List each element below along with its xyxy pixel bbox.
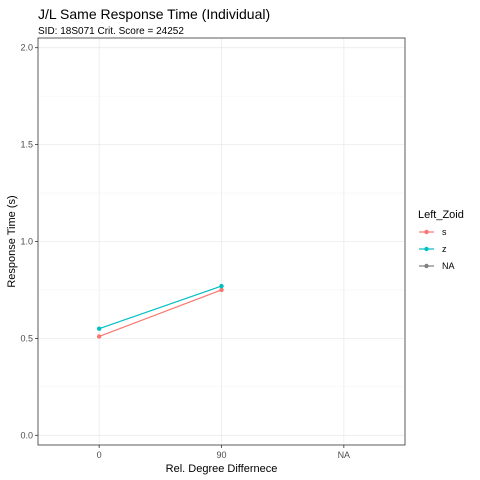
y-axis-title: Response Time (s) [6, 195, 18, 287]
legend-label-z: z [442, 244, 447, 254]
legend: Left_Zoid sz NA [418, 209, 464, 275]
data-point-z [219, 283, 224, 289]
data-point-z [96, 326, 102, 331]
x-axis-title: Rel. Degree Differnece [166, 463, 278, 475]
y-tick-label: 0.5 [20, 333, 33, 343]
y-tick-label: 0.0 [20, 430, 33, 440]
data-point-s [96, 334, 102, 339]
plot-area: 0.0 0.5 1.0 1.5 2.0 0 90 NA [20, 37, 406, 460]
series-line-z [98, 285, 222, 330]
series-line-s [98, 289, 222, 338]
data-point-s [219, 287, 224, 293]
chart-subtitle: SID: 18S071 Crit. Score = 24252 [38, 26, 184, 37]
x-tick-label: NA [338, 450, 351, 460]
x-tick-label: 90 [216, 450, 226, 460]
chart-title: J/L Same Response Time (Individual) [38, 6, 270, 22]
legend-label-s: s [442, 227, 447, 237]
legend-key-point-s [424, 229, 429, 235]
legend-title: Left_Zoid [418, 209, 464, 221]
legend-key-point-z [424, 246, 429, 252]
x-tick-label: 0 [97, 450, 102, 460]
legend-key-point-NA [424, 263, 429, 269]
y-tick-label: 2.0 [20, 43, 33, 53]
legend-label-NA: NA [442, 261, 455, 271]
plot-border [37, 37, 406, 446]
y-tick-label: 1.0 [20, 237, 33, 247]
y-tick-label: 1.5 [20, 140, 33, 150]
